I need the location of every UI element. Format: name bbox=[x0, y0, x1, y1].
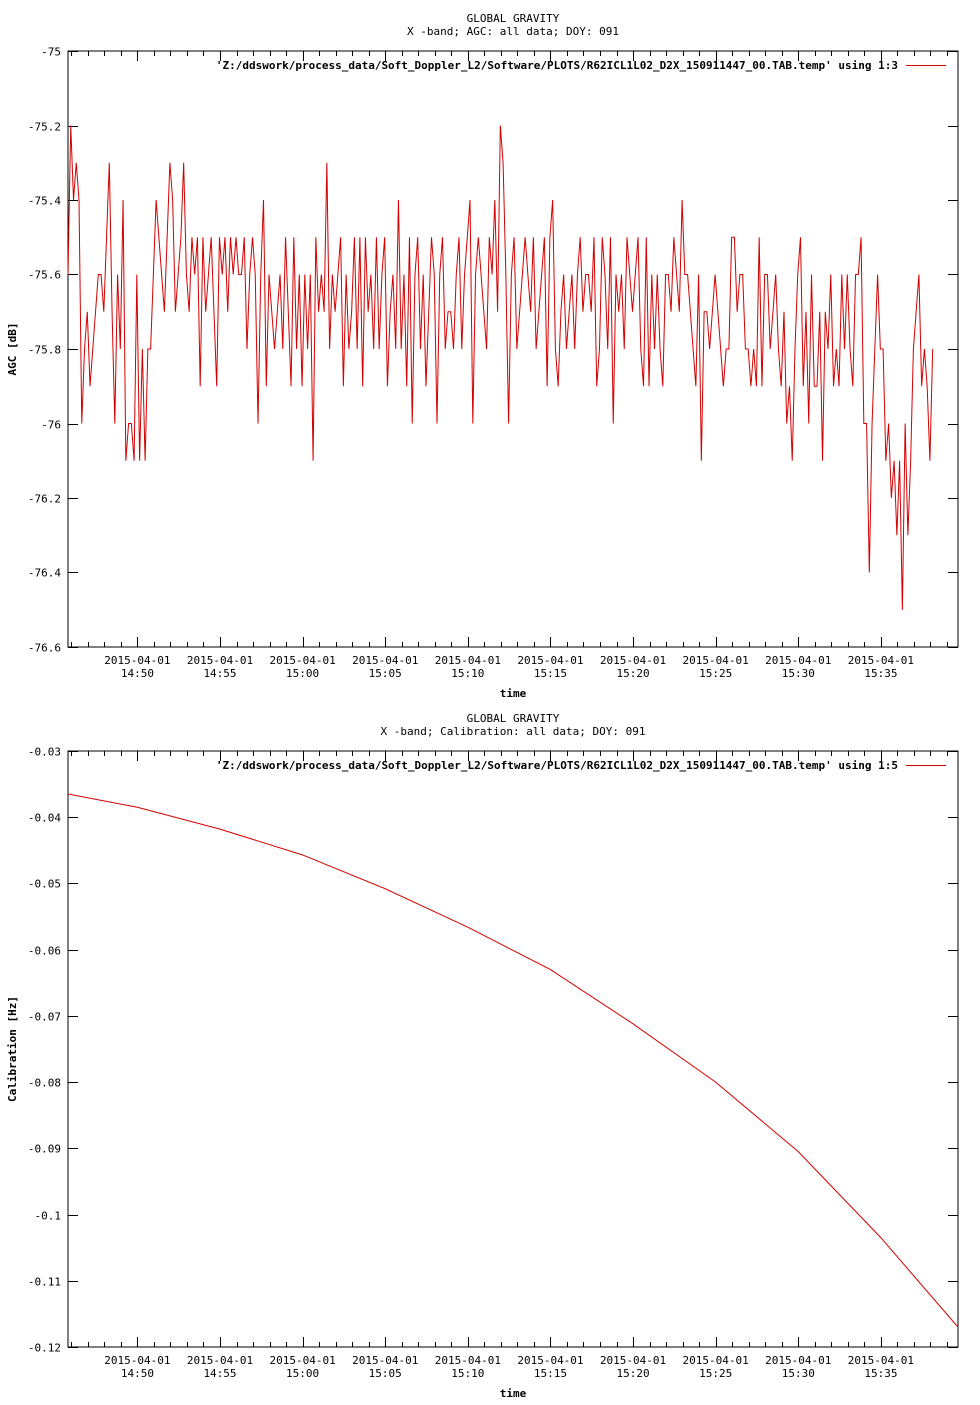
x-tick-label-date: 2015-04-01 bbox=[187, 654, 253, 667]
x-tick-label-time: 15:10 bbox=[451, 667, 484, 680]
x-tick-label-time: 14:50 bbox=[121, 667, 154, 680]
y-tick-label: -76.4 bbox=[28, 567, 61, 580]
x-tick-label-time: 15:20 bbox=[616, 1367, 649, 1380]
y-tick-label: -76 bbox=[41, 419, 61, 432]
x-axis-label: time bbox=[500, 687, 527, 700]
x-tick-label-time: 15:00 bbox=[286, 1367, 319, 1380]
y-tick-label: -0.03 bbox=[28, 746, 61, 759]
plot-frame bbox=[67, 750, 959, 1348]
series-line bbox=[67, 793, 959, 1328]
x-tick-label-date: 2015-04-01 bbox=[600, 654, 666, 667]
x-tick-label-time: 15:35 bbox=[864, 1367, 897, 1380]
y-tick-label: -0.07 bbox=[28, 1011, 61, 1024]
x-tick-label-time: 15:25 bbox=[699, 667, 732, 680]
y-tick-label: -0.08 bbox=[28, 1077, 61, 1090]
x-tick-label-date: 2015-04-01 bbox=[435, 1354, 501, 1367]
y-tick-label: -0.12 bbox=[28, 1342, 61, 1355]
y-tick-label: -0.11 bbox=[28, 1276, 61, 1289]
legend-label: 'Z:/ddswork/process_data/Soft_Doppler_L2… bbox=[216, 59, 898, 72]
x-tick-label-date: 2015-04-01 bbox=[352, 1354, 418, 1367]
x-tick-label-time: 15:05 bbox=[369, 1367, 402, 1380]
x-tick-label-date: 2015-04-01 bbox=[104, 654, 170, 667]
x-tick-label-date: 2015-04-01 bbox=[435, 654, 501, 667]
x-tick-label-time: 15:15 bbox=[534, 1367, 567, 1380]
x-tick-label-date: 2015-04-01 bbox=[269, 654, 335, 667]
x-tick-label-time: 15:25 bbox=[699, 1367, 732, 1380]
y-tick-label: -0.04 bbox=[28, 812, 61, 825]
y-tick-label: -75.8 bbox=[28, 344, 61, 357]
y-tick-label: -0.1 bbox=[35, 1210, 62, 1223]
x-tick-label-date: 2015-04-01 bbox=[187, 1354, 253, 1367]
x-tick-label-time: 14:55 bbox=[203, 667, 236, 680]
chart-subtitle: X -band; AGC: all data; DOY: 091 bbox=[407, 25, 619, 38]
x-tick-label-date: 2015-04-01 bbox=[683, 654, 749, 667]
y-tick-label: -76.6 bbox=[28, 642, 61, 655]
x-tick-label-date: 2015-04-01 bbox=[600, 1354, 666, 1367]
x-tick-label-time: 15:20 bbox=[616, 667, 649, 680]
legend-label: 'Z:/ddswork/process_data/Soft_Doppler_L2… bbox=[216, 759, 898, 772]
y-tick-label: -75.6 bbox=[28, 269, 61, 282]
chart-subtitle: X -band; Calibration: all data; DOY: 091 bbox=[381, 725, 646, 738]
x-tick-label-time: 14:50 bbox=[121, 1367, 154, 1380]
y-tick-label: -75.2 bbox=[28, 121, 61, 134]
chart-title: GLOBAL GRAVITY bbox=[467, 12, 560, 25]
x-tick-label-date: 2015-04-01 bbox=[517, 654, 583, 667]
y-tick-label: -0.05 bbox=[28, 878, 61, 891]
x-tick-label-time: 15:30 bbox=[782, 667, 815, 680]
x-tick-label-time: 15:35 bbox=[864, 667, 897, 680]
x-tick-label-time: 15:30 bbox=[782, 1367, 815, 1380]
x-tick-label-time: 14:55 bbox=[203, 1367, 236, 1380]
y-tick-label: -75.4 bbox=[28, 195, 61, 208]
chart-title: GLOBAL GRAVITY bbox=[467, 712, 560, 725]
x-tick-label-time: 15:10 bbox=[451, 1367, 484, 1380]
x-tick-label-date: 2015-04-01 bbox=[683, 1354, 749, 1367]
x-tick-label-date: 2015-04-01 bbox=[765, 654, 831, 667]
x-tick-label-date: 2015-04-01 bbox=[352, 654, 418, 667]
y-axis-label: Calibration [Hz] bbox=[6, 996, 19, 1102]
y-tick-label: -0.09 bbox=[28, 1143, 61, 1156]
y-axis-label: AGC [dB] bbox=[6, 323, 19, 376]
y-tick-label: -0.06 bbox=[28, 945, 61, 958]
series-line bbox=[67, 125, 934, 610]
x-tick-label-date: 2015-04-01 bbox=[269, 1354, 335, 1367]
x-tick-label-time: 15:05 bbox=[369, 667, 402, 680]
y-tick-label: -76.2 bbox=[28, 493, 61, 506]
x-axis-label: time bbox=[500, 1387, 527, 1400]
x-tick-label-date: 2015-04-01 bbox=[765, 1354, 831, 1367]
x-tick-label-time: 15:00 bbox=[286, 667, 319, 680]
x-tick-label-date: 2015-04-01 bbox=[104, 1354, 170, 1367]
x-tick-label-date: 2015-04-01 bbox=[848, 1354, 914, 1367]
x-tick-label-date: 2015-04-01 bbox=[517, 1354, 583, 1367]
y-tick-label: -75 bbox=[41, 46, 61, 59]
x-tick-label-date: 2015-04-01 bbox=[848, 654, 914, 667]
x-tick-label-time: 15:15 bbox=[534, 667, 567, 680]
